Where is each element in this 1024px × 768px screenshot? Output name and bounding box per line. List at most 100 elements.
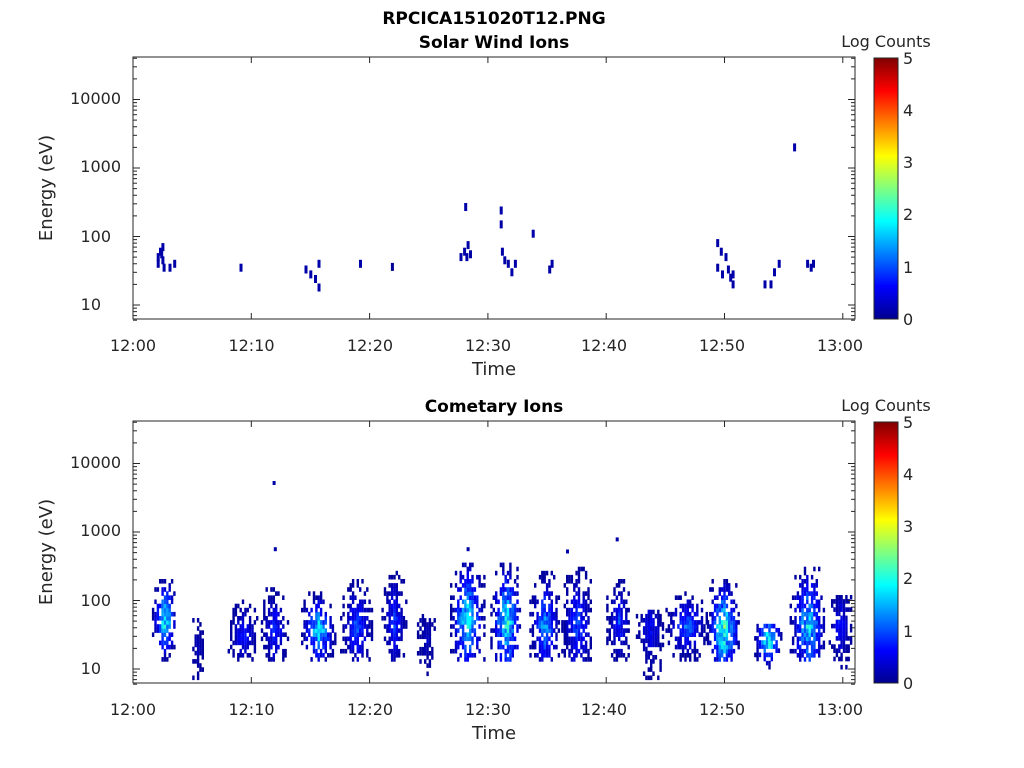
heatmap-cell xyxy=(725,628,729,633)
heatmap-cell xyxy=(568,607,571,613)
heatmap-cell xyxy=(196,618,200,623)
heatmap-cell xyxy=(497,628,500,633)
colorbar-ticklabel: 5 xyxy=(903,49,913,68)
heatmap-cell xyxy=(459,570,462,576)
heatmap-cell xyxy=(393,587,396,592)
heatmap-cell xyxy=(398,648,401,654)
heatmap-cell xyxy=(665,607,668,613)
heatmap-cell xyxy=(584,648,588,654)
heatmap-cell xyxy=(718,653,721,658)
heatmap-cell xyxy=(241,632,245,637)
heatmap-cell xyxy=(640,613,643,619)
colorbar xyxy=(873,421,899,684)
heatmap-cell xyxy=(563,620,566,625)
heatmap-cell xyxy=(698,653,701,658)
heatmap-cell xyxy=(393,653,396,658)
heatmap-cell xyxy=(849,636,853,641)
heatmap-cell xyxy=(265,620,268,625)
heatmap-cell xyxy=(275,603,278,609)
heatmap-cell xyxy=(421,646,425,652)
heatmap-cell xyxy=(570,624,574,629)
cometary-ions-heatmap-cells xyxy=(151,481,853,681)
heatmap-cell xyxy=(833,644,836,649)
heatmap-cell xyxy=(606,603,609,609)
heatmap-cell xyxy=(713,632,717,637)
heatmap-cell xyxy=(622,599,626,605)
heatmap-cell xyxy=(770,636,773,641)
heatmap-cell xyxy=(398,628,401,633)
heatmap-cell xyxy=(645,675,648,681)
heatmap-cell xyxy=(831,644,834,649)
heatmap-cell xyxy=(230,636,233,642)
heatmap-cell xyxy=(356,603,359,609)
heatmap-cell xyxy=(464,583,467,588)
heatmap-cell xyxy=(645,626,648,631)
heatmap-cell xyxy=(253,607,257,613)
heatmap-cell xyxy=(684,611,687,617)
heatmap-cell xyxy=(545,648,549,654)
heatmap-cell xyxy=(667,640,671,646)
heatmap-cell xyxy=(499,620,503,625)
heatmap-cell xyxy=(681,620,685,625)
heatmap-cell xyxy=(161,624,164,629)
heatmap-cell xyxy=(170,595,174,600)
heatmap-cell xyxy=(620,624,623,629)
heatmap-cell xyxy=(761,640,764,645)
heatmap-cell xyxy=(789,620,792,625)
heatmap-cell xyxy=(716,239,720,248)
heatmap-cell xyxy=(801,607,804,613)
heatmap-cell xyxy=(838,595,841,600)
heatmap-cell xyxy=(395,632,398,637)
heatmap-cell xyxy=(497,616,500,621)
heatmap-cell xyxy=(497,611,500,617)
heatmap-cell xyxy=(573,640,576,646)
heatmap-cell xyxy=(803,628,807,633)
heatmap-cell xyxy=(464,657,467,662)
heatmap-cell xyxy=(799,653,802,658)
heatmap-cell xyxy=(419,626,422,631)
heatmap-cell xyxy=(390,648,394,654)
heatmap-cell xyxy=(679,644,682,650)
heatmap-cell xyxy=(461,636,465,642)
heatmap-cell xyxy=(342,603,345,609)
heatmap-cell xyxy=(349,603,352,609)
heatmap-cell xyxy=(700,632,704,637)
heatmap-cell xyxy=(650,609,653,615)
heatmap-cell xyxy=(275,616,278,621)
heatmap-cell xyxy=(395,595,398,600)
heatmap-cell xyxy=(310,620,313,625)
heatmap-cell xyxy=(196,650,200,656)
heatmap-cell xyxy=(511,587,514,592)
heatmap-cell xyxy=(466,603,469,609)
heatmap-cell xyxy=(459,653,462,658)
heatmap-cell xyxy=(606,636,609,642)
heatmap-cell xyxy=(615,632,619,637)
heatmap-cell xyxy=(388,636,391,642)
heatmap-cell xyxy=(405,624,408,629)
heatmap-cell xyxy=(246,653,249,658)
heatmap-cell xyxy=(506,628,510,633)
heatmap-cell xyxy=(265,653,268,658)
heatmap-cell xyxy=(575,636,578,642)
heatmap-cell xyxy=(161,607,164,613)
heatmap-cell xyxy=(315,624,318,629)
heatmap-cell xyxy=(473,599,477,605)
heatmap-cell xyxy=(196,675,200,681)
heatmap-cell xyxy=(661,634,665,639)
y-ticklabel: 1000 xyxy=(80,157,121,176)
heatmap-cell xyxy=(575,607,578,613)
heatmap-cell xyxy=(806,591,809,596)
heatmap-cell xyxy=(575,628,578,633)
heatmap-cell xyxy=(833,599,836,604)
heatmap-cell xyxy=(686,624,689,629)
heatmap-cell xyxy=(464,591,467,596)
heatmap-cell xyxy=(693,653,697,658)
heatmap-cell xyxy=(808,611,811,617)
heatmap-cell xyxy=(806,648,809,654)
heatmap-cell xyxy=(725,657,729,662)
heatmap-cell xyxy=(677,624,680,629)
heatmap-cell xyxy=(810,653,814,658)
heatmap-cell xyxy=(810,620,814,625)
heatmap-cell xyxy=(849,627,853,633)
heatmap-cell xyxy=(161,611,164,617)
